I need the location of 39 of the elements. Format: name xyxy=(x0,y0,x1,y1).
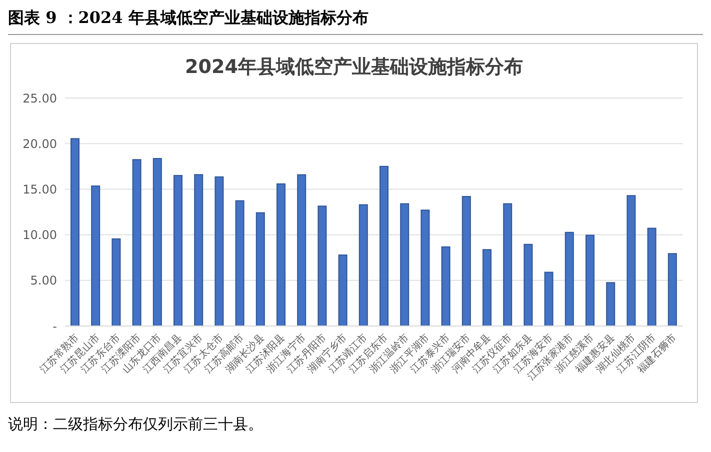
y-tick-label: 10.00 xyxy=(22,228,57,242)
y-tick-label: 25.00 xyxy=(22,91,57,106)
bar xyxy=(132,159,142,326)
bar xyxy=(338,254,348,326)
bar xyxy=(112,238,121,326)
bar xyxy=(235,200,244,326)
bar xyxy=(420,210,430,326)
bar xyxy=(70,138,80,326)
bar xyxy=(318,206,327,326)
bar xyxy=(564,232,574,326)
bar xyxy=(586,234,594,326)
bar xyxy=(606,282,616,326)
y-tick-label: 20.00 xyxy=(22,136,57,151)
bar xyxy=(276,183,286,326)
bar xyxy=(152,158,162,326)
bar xyxy=(441,246,450,326)
bar xyxy=(297,174,306,326)
y-tick-label: 5.00 xyxy=(30,274,57,288)
bar xyxy=(91,186,100,326)
bar xyxy=(524,244,533,326)
bar xyxy=(358,204,368,326)
bar xyxy=(503,203,512,326)
bar xyxy=(400,203,410,326)
bar xyxy=(462,196,471,326)
bar xyxy=(482,249,492,326)
bar xyxy=(544,272,554,326)
bar xyxy=(668,253,677,326)
text: 图表 9 ：2024 年县域低空产业基础设施指标分布 xyxy=(8,8,703,35)
bar xyxy=(256,212,265,326)
bar xyxy=(194,174,204,326)
bar xyxy=(380,166,388,326)
bar xyxy=(214,176,224,326)
bar xyxy=(626,195,636,326)
text: 说明：二级指标分布仅列示前三十县。 xyxy=(8,415,264,434)
bar xyxy=(647,228,656,326)
y-tick-label: - xyxy=(52,319,57,334)
y-tick-label: 15.00 xyxy=(22,182,57,196)
chart-title: 2024年县域低空产业基础设施指标分布 xyxy=(184,55,524,80)
bar xyxy=(174,175,182,326)
